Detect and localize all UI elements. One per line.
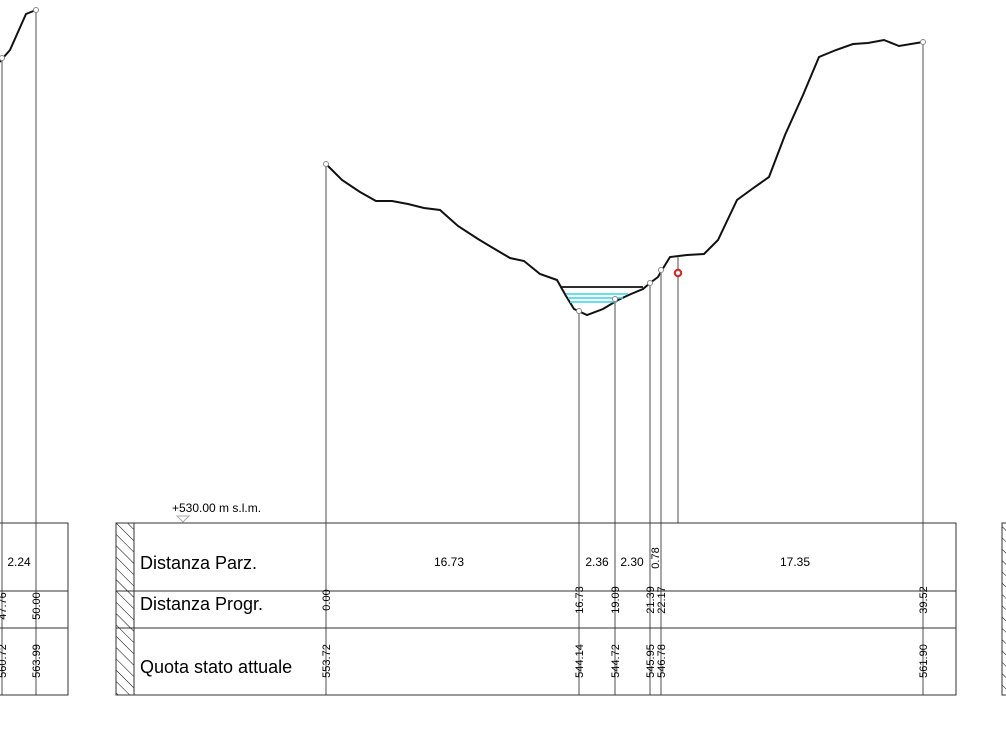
row-label-quota: Quota stato attuale: [140, 657, 292, 677]
datum-triangle-icon: [175, 515, 191, 523]
point-marker: [647, 280, 653, 286]
left-section: 2.24 47.76 50.00 560.72 563.99: [0, 7, 69, 696]
left-terrain-line: [0, 9, 37, 63]
terrain-profile-line: [325, 38, 924, 317]
prog-distance-1: 0.00: [321, 589, 333, 610]
left-prog-value: 47.76: [0, 592, 9, 620]
partial-distance-5: 17.35: [780, 555, 810, 569]
quota-value-6: 561.90: [918, 644, 930, 678]
left-prog-value: 50.00: [31, 592, 43, 620]
point-marker: [612, 296, 618, 302]
left-partial-distance: 2.24: [7, 555, 31, 569]
row-label-distanza-progr: Distanza Progr.: [140, 594, 263, 614]
prog-distance-4: 21.39: [645, 586, 657, 614]
left-table-frame: [0, 522, 69, 696]
point-marker: [658, 267, 664, 273]
right-section-fragment: [1001, 522, 1006, 696]
partial-distance-3: 2.30: [620, 555, 644, 569]
red-marker: [673, 268, 683, 278]
datum-reference: +530.00 m s.l.m.: [172, 501, 261, 523]
prog-distance-2: 16.73: [574, 586, 586, 614]
quota-value-1: 553.72: [321, 644, 333, 678]
prog-distance-5: 22.17: [656, 586, 668, 614]
main-section: +530.00 m s.l.m. Distanza Parz. Distanza…: [115, 38, 957, 696]
row-label-distanza-parz: Distanza Parz.: [140, 553, 257, 573]
point-marker: [920, 39, 926, 45]
quota-value-3: 544.72: [610, 644, 622, 678]
point-marker: [576, 308, 582, 314]
quota-value-2: 544.14: [574, 644, 586, 678]
left-quota-value: 563.99: [31, 644, 43, 678]
quota-value-5: 546.78: [656, 644, 668, 678]
hatched-column: [115, 522, 135, 696]
partial-distance-1: 16.73: [434, 555, 464, 569]
datum-label: +530.00 m s.l.m.: [172, 501, 261, 515]
partial-distance-4: 0.78: [650, 547, 662, 568]
partial-distance-2: 2.36: [585, 555, 609, 569]
quota-value-4: 545.95: [645, 644, 657, 678]
point-marker: [323, 161, 329, 167]
left-point-marker: [0, 55, 5, 61]
right-hatched-column: [1001, 522, 1006, 696]
left-quota-value: 560.72: [0, 644, 9, 678]
prog-distance-3: 19.09: [610, 586, 622, 614]
prog-distance-6: 39.52: [918, 586, 930, 614]
left-point-marker: [33, 7, 39, 13]
